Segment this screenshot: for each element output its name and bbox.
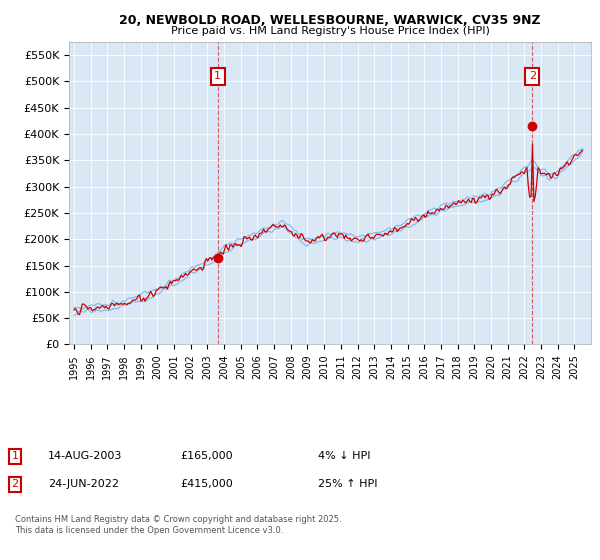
Text: 25% ↑ HPI: 25% ↑ HPI: [318, 479, 377, 489]
Text: 24-JUN-2022: 24-JUN-2022: [48, 479, 119, 489]
Text: 1: 1: [214, 71, 221, 81]
Text: 2: 2: [529, 71, 536, 81]
Text: 14-AUG-2003: 14-AUG-2003: [48, 451, 122, 461]
Text: 4% ↓ HPI: 4% ↓ HPI: [318, 451, 371, 461]
Text: £165,000: £165,000: [180, 451, 233, 461]
Text: £415,000: £415,000: [180, 479, 233, 489]
Text: 2: 2: [11, 479, 19, 489]
Text: 20, NEWBOLD ROAD, WELLESBOURNE, WARWICK, CV35 9NZ: 20, NEWBOLD ROAD, WELLESBOURNE, WARWICK,…: [119, 14, 541, 27]
Text: 1: 1: [11, 451, 19, 461]
Text: Contains HM Land Registry data © Crown copyright and database right 2025.
This d: Contains HM Land Registry data © Crown c…: [15, 515, 341, 535]
Text: Price paid vs. HM Land Registry's House Price Index (HPI): Price paid vs. HM Land Registry's House …: [170, 26, 490, 36]
